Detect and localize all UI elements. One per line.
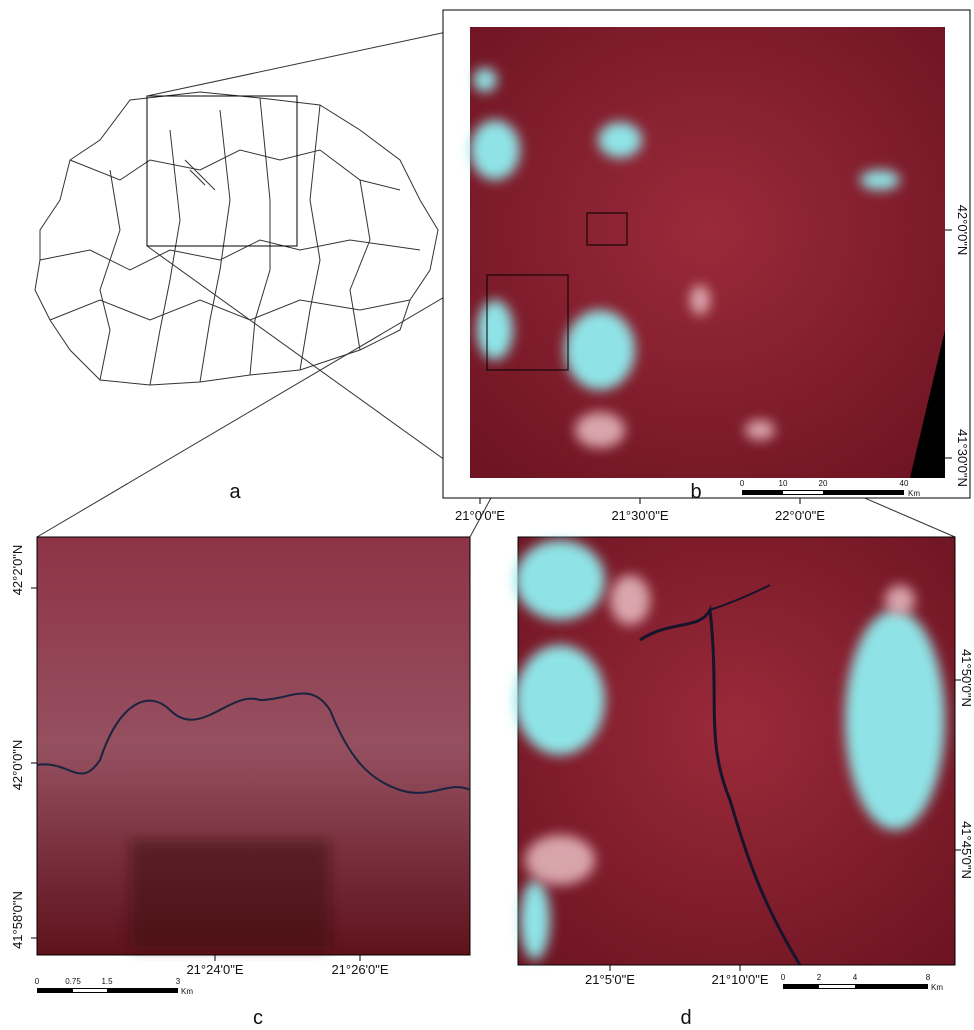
lon-label: 21°30'0"E — [611, 508, 668, 523]
lat-label: 42°2'0"N — [10, 545, 25, 596]
scale-tick: 1.5 — [101, 977, 113, 986]
scale-bar: 0 0.75 1.5 3 Km — [35, 977, 194, 996]
scale-tick: 4 — [853, 973, 858, 982]
lon-label: 21°0'0"E — [455, 508, 505, 523]
scale-unit: Km — [181, 987, 193, 996]
lat-label: 41°50'0"N — [959, 649, 974, 707]
figure: a 42°0'0"N 41°30'0"N 21°0'0"E 21°30'0"E … — [0, 0, 974, 1030]
panel-label: b — [690, 481, 701, 503]
panel-label: c — [253, 1007, 263, 1029]
lon-label: 22°0'0"E — [775, 508, 825, 523]
lat-label: 42°0'0"N — [955, 205, 970, 256]
panel-label: a — [229, 481, 241, 503]
panel-label: d — [680, 1007, 691, 1029]
scale-unit: Km — [908, 489, 920, 498]
scale-tick: 3 — [176, 977, 181, 986]
scale-bar: 0 2 4 8 Km — [781, 973, 944, 992]
lat-label: 41°58'0"N — [10, 891, 25, 949]
lat-label: 42°0'0"N — [10, 740, 25, 791]
panel-c-image — [37, 537, 470, 955]
lon-label: 21°10'0"E — [711, 972, 768, 987]
lon-label: 21°24'0"E — [186, 962, 243, 977]
scale-tick: 0.75 — [65, 977, 81, 986]
scale-tick: 10 — [779, 479, 788, 488]
scale-tick: 0 — [740, 479, 745, 488]
lon-label: 21°5'0"E — [585, 972, 635, 987]
scale-tick: 8 — [926, 973, 931, 982]
lat-label: 41°30'0"N — [955, 429, 970, 487]
scale-tick: 0 — [35, 977, 40, 986]
scale-tick: 40 — [900, 479, 909, 488]
scale-tick: 2 — [817, 973, 822, 982]
lat-label: 41°45'0"N — [959, 821, 974, 879]
scale-tick: 20 — [819, 479, 828, 488]
panel-d-image — [515, 537, 955, 965]
panel-b-image — [470, 27, 945, 478]
lon-label: 21°26'0"E — [331, 962, 388, 977]
scale-tick: 0 — [781, 973, 786, 982]
scale-unit: Km — [931, 983, 943, 992]
panel-a-map — [35, 92, 438, 385]
